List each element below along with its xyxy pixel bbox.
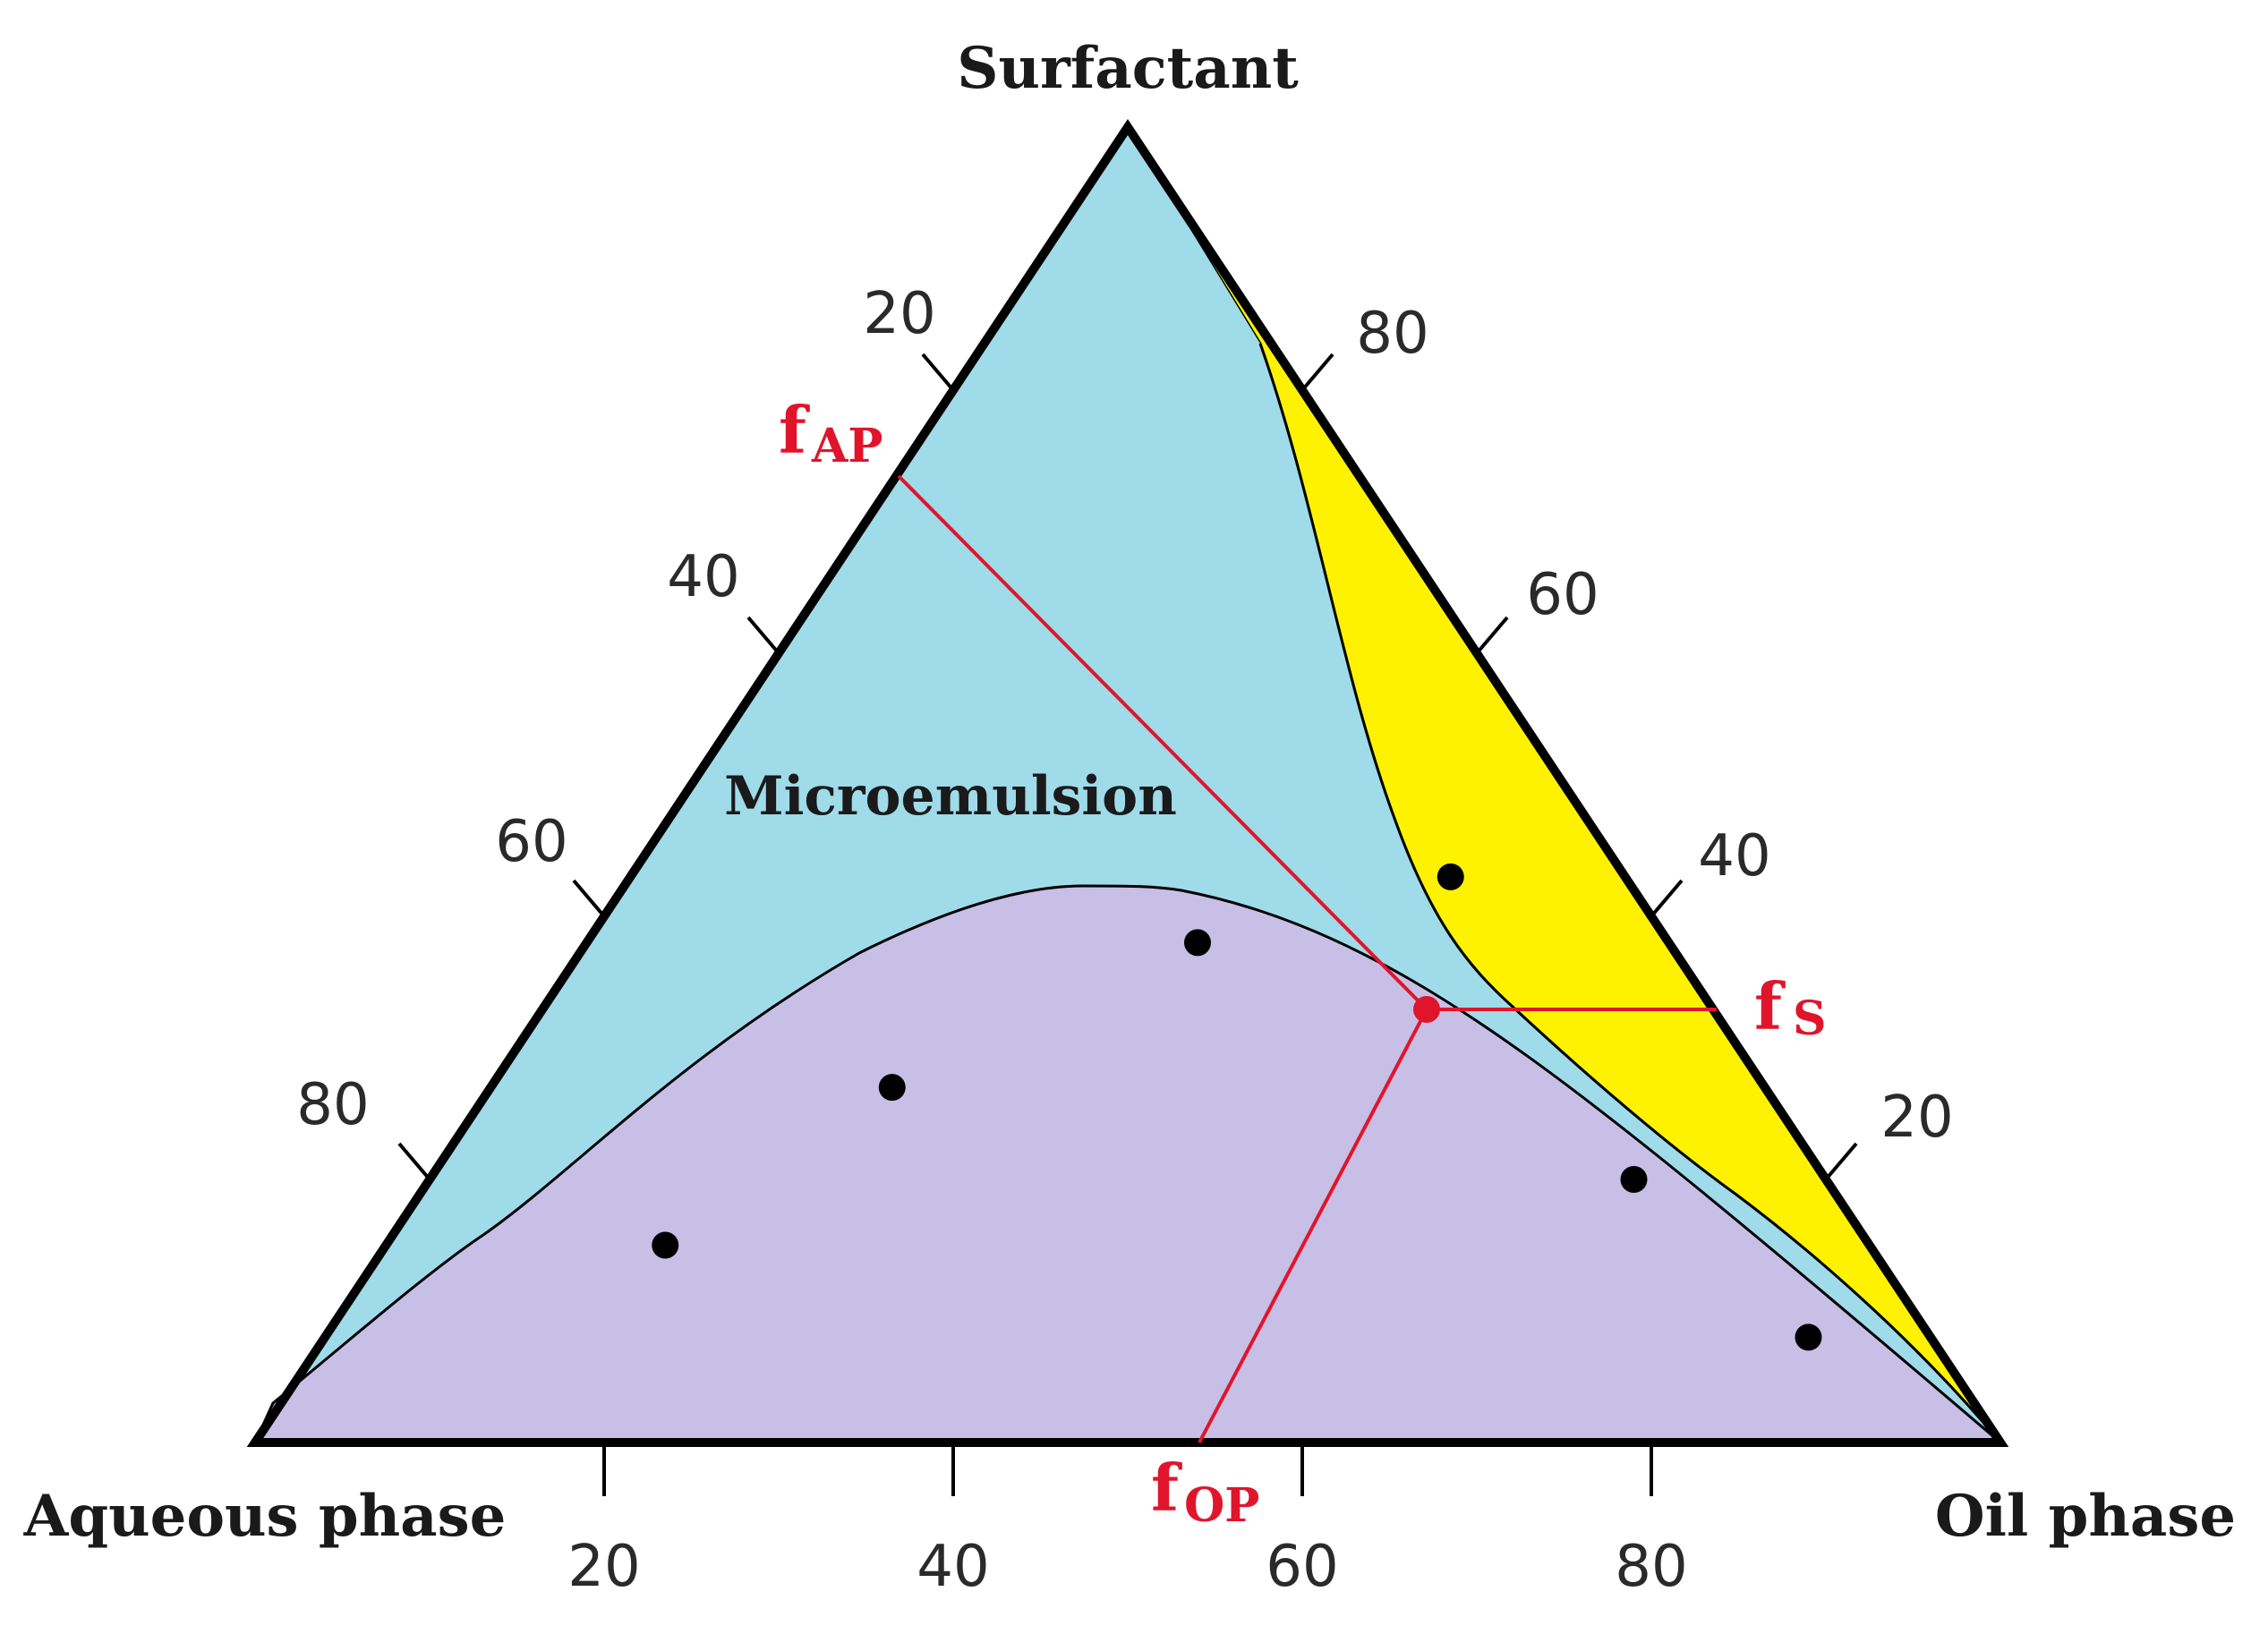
- lower-phase-region: [252, 884, 2005, 1444]
- bottom-tick-label-40: 40: [917, 1534, 989, 1600]
- left-tick-60: [572, 879, 606, 918]
- factor-label-s-main: f: [1754, 968, 1786, 1044]
- boundary-point: [878, 1074, 906, 1102]
- left-tick-80: [397, 1142, 431, 1181]
- boundary-point: [1184, 929, 1211, 957]
- left-tick-20: [921, 353, 955, 392]
- yellow-region-boundary: [1258, 343, 2002, 1443]
- bottom-tick-label-60: 60: [1266, 1534, 1338, 1600]
- factor-label-op: f OP: [1151, 1450, 1259, 1533]
- vertex-label-oil-phase: Oil phase: [1935, 1483, 2236, 1550]
- composition-point: [1413, 996, 1440, 1023]
- vertex-label-surfactant: Surfactant: [957, 35, 1299, 102]
- factor-lines: [897, 474, 1717, 1443]
- factor-label-op-main: f: [1151, 1450, 1182, 1526]
- boundary-point: [1795, 1323, 1822, 1351]
- factor-line-ap: [897, 474, 1428, 1011]
- right-tick-20: [1824, 1142, 1858, 1181]
- vertex-label-aqueous-phase: Aqueous phase: [23, 1483, 507, 1550]
- right-tick-label-40: 40: [1698, 823, 1770, 889]
- tick-marks: [397, 353, 1858, 1496]
- right-tick-label-20: 20: [1880, 1085, 1953, 1151]
- region-label-microemulsion: Microemulsion: [724, 765, 1177, 828]
- factor-label-ap: f AP: [779, 392, 882, 473]
- left-tick-label-40: 40: [667, 544, 739, 610]
- bottom-tick-label-80: 80: [1615, 1534, 1687, 1600]
- bottom-tick-label-20: 20: [567, 1534, 640, 1600]
- left-tick-40: [746, 616, 780, 655]
- factor-label-op-sub: OP: [1184, 1478, 1259, 1533]
- right-tick-80: [1300, 353, 1334, 392]
- right-tick-60: [1475, 616, 1509, 655]
- right-tick-label-80: 80: [1356, 301, 1428, 367]
- factor-label-s-sub: S: [1793, 991, 1827, 1046]
- right-tick-40: [1650, 879, 1684, 918]
- left-tick-label-20: 20: [863, 281, 935, 347]
- left-tick-label-60: 60: [495, 809, 567, 875]
- boundary-point: [1437, 863, 1464, 890]
- boundary-point: [652, 1231, 679, 1259]
- factor-line-op: [1198, 1008, 1428, 1443]
- left-tick-label-80: 80: [296, 1072, 369, 1138]
- triangle-outline: [246, 118, 2009, 1447]
- right-tick-label-60: 60: [1526, 562, 1599, 628]
- boundary-point: [1620, 1166, 1648, 1193]
- factor-label-ap-main: f: [779, 392, 810, 468]
- boundary-points: [652, 863, 1822, 1351]
- factor-label-ap-sub: AP: [811, 419, 882, 473]
